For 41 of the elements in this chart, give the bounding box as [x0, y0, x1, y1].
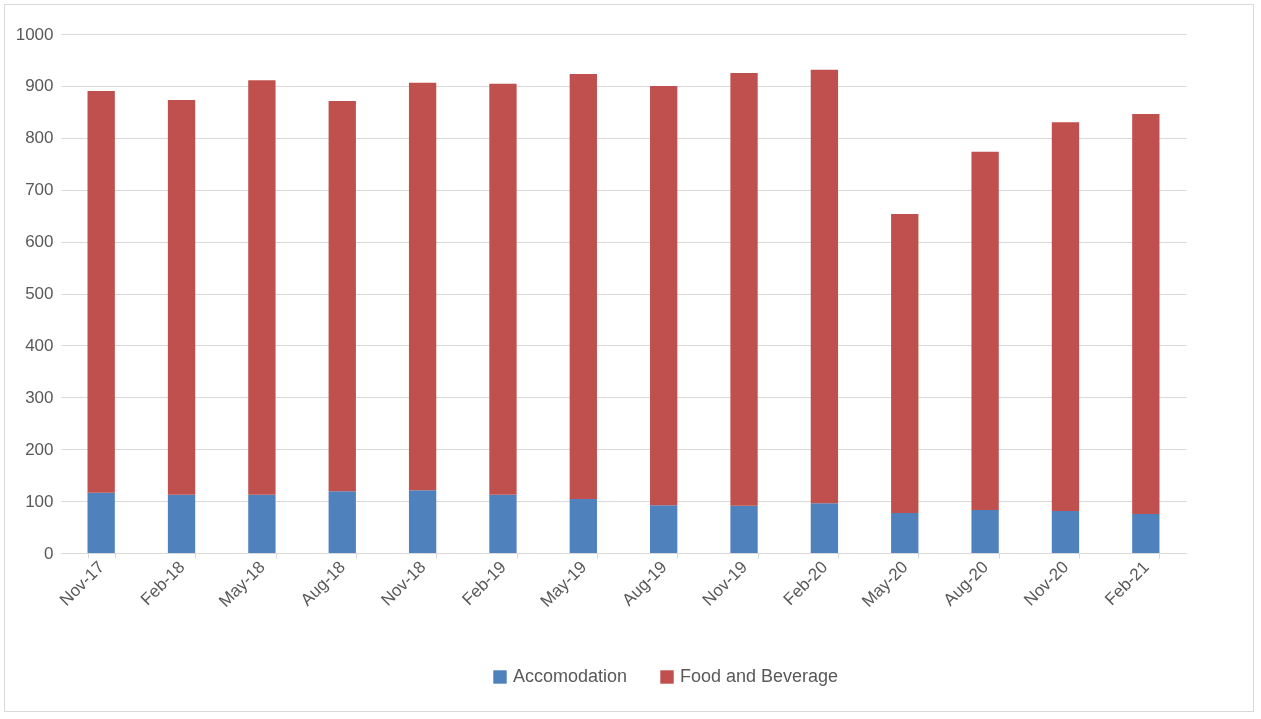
bar: [730, 72, 758, 506]
bar: [328, 100, 356, 492]
bar: [971, 509, 999, 553]
bar: [408, 82, 437, 491]
bar: [810, 69, 839, 504]
bar: [489, 83, 517, 495]
bar: [87, 91, 115, 493]
y-tick-label: 600: [25, 232, 54, 252]
bar: [328, 491, 356, 553]
bar: [1132, 113, 1160, 515]
bar: [971, 151, 999, 510]
legend-label: Food and Beverage: [680, 666, 839, 686]
bar: [650, 505, 678, 553]
legend-label: Accomodation: [513, 666, 628, 686]
bar: [810, 503, 839, 553]
y-tick-label: 900: [25, 76, 54, 96]
y-tick-label: 1000: [15, 24, 54, 44]
bar: [569, 73, 597, 500]
y-tick-label: 100: [25, 491, 54, 511]
y-tick-label: 700: [25, 180, 54, 200]
bar: [891, 513, 919, 553]
bar: [167, 494, 196, 553]
y-tick-label: 0: [44, 543, 54, 563]
bar: [87, 492, 115, 553]
bar: [167, 99, 196, 495]
bar: [891, 214, 919, 514]
bar: [1051, 122, 1080, 511]
bar: [248, 80, 276, 495]
y-tick-label: 500: [25, 284, 54, 303]
bar: [408, 490, 437, 553]
y-tick-label: 300: [25, 387, 54, 407]
bar: [489, 494, 517, 553]
y-tick-label: 400: [25, 335, 54, 355]
bar: [650, 85, 678, 506]
bar: [730, 505, 758, 553]
bar: [569, 499, 597, 553]
bar: [1051, 510, 1080, 553]
y-tick-label: 800: [25, 128, 54, 148]
bar: [1132, 514, 1160, 553]
bar: [248, 494, 276, 553]
y-tick-label: 200: [25, 439, 54, 459]
